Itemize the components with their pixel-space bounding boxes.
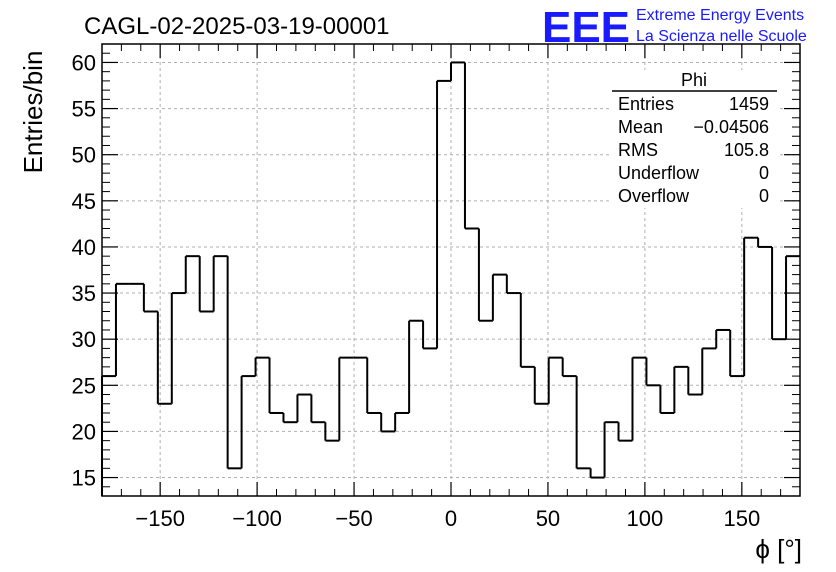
x-tick-label: −150 — [135, 506, 185, 531]
stats-row-value: 105.8 — [724, 140, 769, 160]
stats-row-label: Overflow — [618, 186, 690, 206]
x-tick-label: 50 — [536, 506, 560, 531]
stats-row-value: −0.04506 — [693, 117, 769, 137]
y-axis-label: Entries/bin — [18, 51, 48, 174]
y-tick-label: 60 — [72, 50, 96, 75]
stats-row-value: 0 — [759, 163, 769, 183]
y-tick-label: 15 — [72, 466, 96, 491]
plot-frame — [101, 43, 801, 497]
y-tick-label: 55 — [72, 97, 96, 122]
stats-row-label: RMS — [618, 140, 658, 160]
y-tick-label: 50 — [72, 143, 96, 168]
eee-logo-line2: La Scienza nelle Scuole — [636, 28, 807, 45]
y-tick-label: 20 — [72, 419, 96, 444]
grid-lines — [102, 44, 800, 496]
stats-box-background — [610, 70, 778, 208]
x-tick-label: 0 — [445, 506, 457, 531]
stats-row-value: 0 — [759, 186, 769, 206]
stats-row-value: 1459 — [729, 94, 769, 114]
stats-row-label: Entries — [618, 94, 674, 114]
y-tick-label: 30 — [72, 327, 96, 352]
x-tick-label: 150 — [723, 506, 760, 531]
histogram-bins — [101, 61, 800, 496]
stats-box: Phi Entries 1459 Mean −0.04506 RMS 105.8 Under… — [610, 70, 778, 208]
chart-title: CAGL-02-2025-03-19-00001 — [84, 13, 390, 40]
stats-box-title: Phi — [681, 70, 707, 90]
eee-logo: EEE Extreme Energy Events La Scienza nel… — [542, 3, 807, 52]
y-tick-label: 40 — [72, 235, 96, 260]
y-tick-label: 35 — [72, 281, 96, 306]
eee-logo-mark: EEE — [542, 3, 630, 52]
y-tick-label: 45 — [72, 189, 96, 214]
x-tick-label: 100 — [627, 506, 664, 531]
eee-logo-line1: Extreme Energy Events — [636, 7, 804, 24]
x-axis-label: ϕ [°] — [755, 534, 802, 564]
y-tick-label: 25 — [72, 373, 96, 398]
x-tick-label: −50 — [335, 506, 372, 531]
stats-row-label: Underflow — [618, 163, 700, 183]
x-tick-label: −100 — [232, 506, 282, 531]
stats-row-label: Mean — [618, 117, 663, 137]
